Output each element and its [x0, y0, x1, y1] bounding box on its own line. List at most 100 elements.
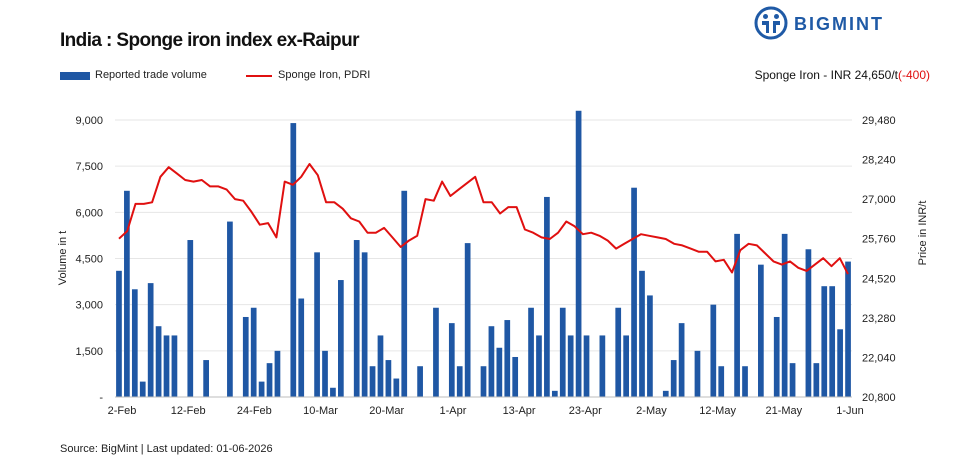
- volume-bar: [694, 350, 701, 397]
- volume-bar: [710, 304, 717, 397]
- x-tick-label: 21-May: [765, 405, 802, 417]
- volume-bar: [393, 378, 400, 397]
- volume-bar: [250, 307, 257, 397]
- x-tick-label: 24-Feb: [237, 405, 272, 417]
- volume-bar: [147, 283, 154, 397]
- volume-bar: [227, 221, 233, 397]
- volume-bar: [567, 335, 574, 397]
- y-left-tick-label: 3,000: [75, 300, 103, 312]
- volume-bar: [290, 123, 297, 398]
- volume-bar: [829, 286, 836, 397]
- volume-bar: [742, 366, 748, 397]
- volume-bar: [623, 335, 629, 397]
- x-tick-label: 1-Apr: [439, 405, 466, 417]
- volume-bar: [813, 363, 820, 397]
- volume-bar: [488, 326, 495, 397]
- volume-bar: [464, 243, 471, 397]
- volume-bar: [551, 390, 558, 397]
- legend-label-price: Sponge Iron, PDRI: [278, 69, 371, 81]
- volume-bar: [171, 335, 178, 397]
- chart-title: India : Sponge iron index ex-Raipur: [60, 30, 359, 51]
- volume-bar: [266, 363, 273, 397]
- volume-bar: [559, 307, 566, 397]
- current-price-text: Sponge Iron - INR 24,650/t: [754, 68, 898, 82]
- volume-bar: [369, 366, 376, 397]
- volume-bar: [124, 190, 130, 397]
- volume-bar: [512, 356, 519, 397]
- volume-bar: [805, 249, 812, 397]
- x-tick-label: 1-Jun: [836, 405, 864, 417]
- volume-bar: [662, 390, 669, 397]
- volume-bar: [203, 360, 209, 397]
- y-left-tick-label: 9,000: [75, 115, 103, 127]
- volume-bar: [583, 335, 590, 397]
- volume-bar: [734, 233, 740, 397]
- volume-bar: [401, 190, 408, 397]
- x-tick-label: 2-Feb: [108, 405, 137, 417]
- volume-bar: [528, 307, 534, 397]
- y-left-tick-label: 6,000: [75, 207, 103, 219]
- volume-bar: [480, 366, 487, 397]
- volume-bar: [131, 289, 138, 397]
- y-left-tick-label: 4,500: [75, 254, 103, 266]
- volume-bar: [639, 270, 645, 397]
- y-right-tick-label: 24,520: [862, 273, 896, 285]
- volume-bar: [837, 329, 843, 397]
- x-tick-label: 12-Feb: [171, 405, 206, 417]
- current-price-readout: Sponge Iron - INR 24,650/t(-400): [755, 68, 930, 82]
- volume-bar: [242, 316, 249, 397]
- volume-bar: [298, 298, 305, 397]
- y-right-axis-title: Price in INR/t: [917, 201, 929, 266]
- brand-name: BIGMINT: [794, 14, 884, 34]
- volume-bar: [353, 240, 360, 397]
- y-left-tick-label: 7,500: [75, 161, 103, 173]
- y-left-axis-title: Volume in t: [57, 231, 69, 285]
- volume-bar: [575, 110, 582, 398]
- volume-bar: [258, 381, 265, 397]
- volume-bar: [496, 347, 503, 397]
- volume-bar: [821, 286, 828, 397]
- volume-bar: [163, 335, 170, 397]
- y-right-tick-label: 23,280: [862, 313, 896, 325]
- y-right-tick-label: 28,240: [862, 155, 896, 167]
- volume-bar: [338, 280, 344, 397]
- x-tick-label: 20-Mar: [369, 405, 404, 417]
- x-tick-label: 23-Apr: [569, 405, 602, 417]
- legend-swatch-volume: [60, 72, 90, 80]
- x-tick-label: 10-Mar: [303, 405, 338, 417]
- volume-bar: [781, 233, 788, 397]
- volume-bar: [599, 335, 606, 397]
- volume-bar: [544, 196, 550, 397]
- volume-bar: [504, 320, 511, 397]
- volume-bar: [718, 366, 725, 397]
- volume-bar: [758, 264, 764, 397]
- volume-bar: [361, 252, 368, 397]
- x-tick-label: 12-May: [699, 405, 736, 417]
- volume-bar: [456, 366, 463, 397]
- volume-bar: [647, 295, 653, 397]
- y-left-tick-label: -: [99, 392, 103, 404]
- volume-bar: [417, 366, 423, 397]
- y-right-tick-label: 27,000: [862, 194, 896, 206]
- y-right-tick-label: 25,760: [862, 234, 896, 246]
- volume-bar: [678, 323, 685, 397]
- volume-bar: [377, 335, 384, 397]
- y-right-tick-label: 22,040: [862, 352, 896, 364]
- volume-bar: [433, 307, 439, 397]
- volume-bar: [615, 307, 622, 397]
- volume-bar: [116, 270, 122, 397]
- price-line: [118, 163, 849, 275]
- volume-bar: [536, 335, 542, 397]
- volume-bar: [789, 363, 796, 397]
- volume-bar: [155, 326, 162, 397]
- brand-logo: BIGMINT: [754, 6, 924, 40]
- price-change: (-400): [897, 68, 930, 82]
- volume-bar: [274, 350, 281, 397]
- legend-label-volume: Reported trade volume: [95, 69, 207, 81]
- y-left-tick-label: 1,500: [75, 346, 103, 358]
- volume-bar: [322, 350, 328, 397]
- volume-bar: [773, 316, 780, 397]
- x-tick-label: 2-May: [636, 405, 667, 417]
- volume-bar: [385, 360, 392, 397]
